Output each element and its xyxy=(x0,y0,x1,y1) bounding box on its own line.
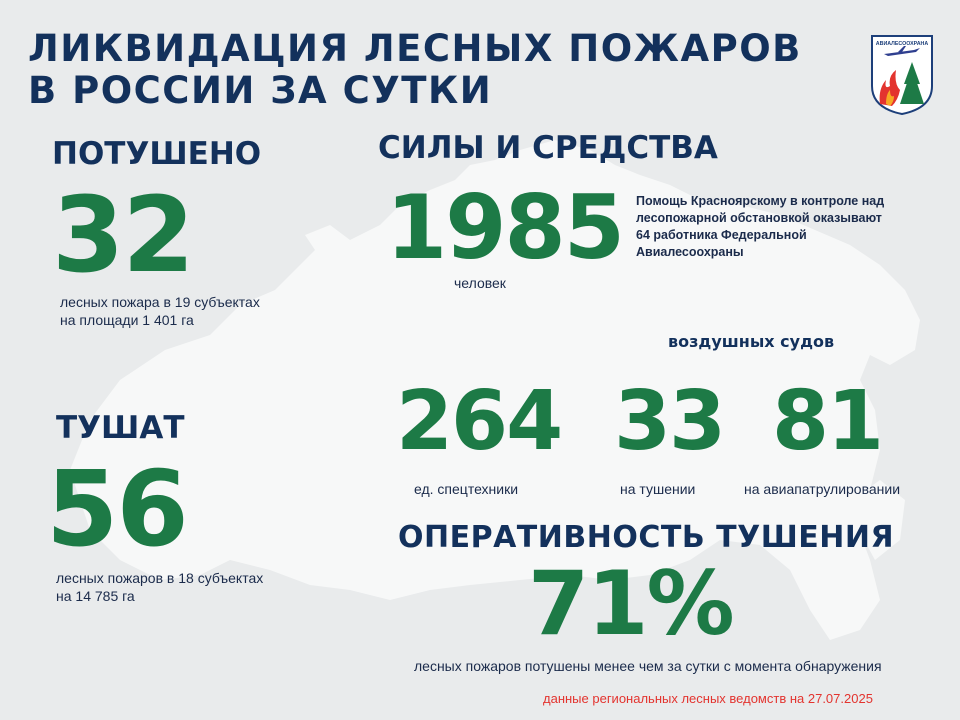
efficiency-heading: ОПЕРАТИВНОСТЬ ТУШЕНИЯ xyxy=(398,520,895,555)
avialesookhrana-logo-icon: АВИАЛЕСООХРАНА xyxy=(871,35,933,116)
equipment-label: ед. спецтехники xyxy=(414,481,519,497)
fighting-number: 56 xyxy=(46,448,189,570)
extinguished-desc-line-1: лесных пожара в 19 субъектах xyxy=(60,294,260,310)
extinguished-description: лесных пожара в 19 субъектах на площади … xyxy=(60,293,260,329)
people-label: человек xyxy=(454,275,506,291)
aircraft-patrol-number: 81 xyxy=(772,374,884,469)
fighting-heading: ТУШАТ xyxy=(56,410,185,446)
page-title: ЛИКВИДАЦИЯ ЛЕСНЫХ ПОЖАРОВ В РОССИИ ЗА СУ… xyxy=(28,28,802,112)
extinguished-number: 32 xyxy=(52,174,195,296)
aircraft-fighting-number: 33 xyxy=(614,374,726,469)
people-number: 1985 xyxy=(386,176,625,279)
fighting-desc-line-2: на 14 785 га xyxy=(56,588,135,604)
equipment-number: 264 xyxy=(396,374,563,469)
logo-text: АВИАЛЕСООХРАНА xyxy=(876,41,929,47)
help-note-line-4: Авиалесоохраны xyxy=(636,245,744,259)
help-note-line-3: 64 работника Федеральной xyxy=(636,228,807,242)
efficiency-percent: 71% xyxy=(528,552,735,655)
help-note-line-2: лесопожарной обстановкой оказывают xyxy=(636,211,882,225)
help-note: Помощь Красноярскому в контроле над лесо… xyxy=(636,193,884,261)
aircraft-patrol-label: на авиапатрулировании xyxy=(744,481,901,497)
extinguished-heading: ПОТУШЕНО xyxy=(52,136,262,172)
aircraft-heading: воздушных судов xyxy=(668,332,835,351)
extinguished-desc-line-2: на площади 1 401 га xyxy=(60,312,194,328)
title-line-1: ЛИКВИДАЦИЯ ЛЕСНЫХ ПОЖАРОВ xyxy=(28,27,802,70)
fighting-description: лесных пожаров в 18 субъектах на 14 785 … xyxy=(56,569,263,605)
forces-heading: СИЛЫ И СРЕДСТВА xyxy=(378,130,718,166)
source-note: данные региональных лесных ведомств на 2… xyxy=(543,691,873,706)
help-note-line-1: Помощь Красноярскому в контроле над xyxy=(636,194,885,208)
aircraft-fighting-label: на тушении xyxy=(620,481,696,497)
title-line-2: В РОССИИ ЗА СУТКИ xyxy=(28,69,493,112)
efficiency-description: лесных пожаров потушены менее чем за сут… xyxy=(414,658,882,674)
fighting-desc-line-1: лесных пожаров в 18 субъектах xyxy=(56,570,264,586)
